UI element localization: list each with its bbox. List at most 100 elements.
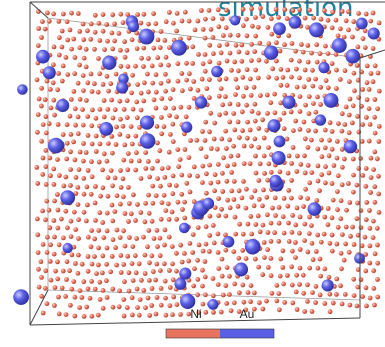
ni-atom: [269, 16, 274, 21]
ni-atom: [277, 221, 282, 226]
ni-atom: [266, 145, 271, 150]
ni-atom: [340, 9, 345, 14]
ni-atom: [216, 250, 221, 255]
ni-atom: [331, 198, 336, 203]
ni-atom: [203, 310, 208, 315]
ni-atom: [322, 8, 327, 13]
ni-atom: [89, 22, 94, 27]
ni-atom: [178, 312, 183, 317]
ni-atom: [307, 215, 312, 220]
ni-atom: [105, 295, 110, 300]
ni-atom: [225, 59, 230, 64]
ni-atom: [327, 171, 332, 176]
ni-atom: [360, 173, 365, 178]
ni-atom: [67, 268, 72, 273]
ni-atom: [303, 103, 308, 108]
ni-atom: [273, 110, 278, 115]
ni-atom: [352, 88, 357, 93]
ni-atom: [254, 171, 259, 176]
ni-atom: [376, 192, 381, 197]
ni-atom: [282, 7, 287, 12]
au-atom: [60, 190, 75, 205]
ni-atom: [175, 302, 180, 307]
ni-atom: [223, 94, 228, 99]
ni-atom: [236, 204, 241, 209]
au-atom: [273, 22, 286, 35]
ni-atom: [352, 71, 357, 76]
ni-atom: [71, 279, 76, 284]
ni-atom: [166, 165, 171, 170]
ni-atom: [343, 242, 348, 247]
ni-atom: [314, 249, 319, 254]
au-atom: [344, 140, 358, 154]
ni-atom: [139, 108, 144, 113]
ni-atom: [63, 175, 68, 180]
ni-atom: [69, 47, 74, 52]
ni-atom: [224, 146, 229, 151]
ni-atom: [73, 295, 78, 300]
ni-atom: [163, 106, 168, 111]
ni-atom: [65, 141, 70, 146]
ni-atom: [297, 59, 302, 64]
ni-atom: [196, 225, 201, 230]
ni-atom: [96, 313, 101, 318]
ni-atom: [155, 141, 160, 146]
ni-atom: [153, 21, 158, 26]
ni-atom: [61, 184, 66, 189]
legend-label: Au: [240, 307, 255, 321]
ni-atom: [100, 271, 105, 276]
ni-atom: [135, 82, 140, 87]
au-atom: [230, 15, 240, 25]
ni-atom: [106, 89, 111, 94]
ni-atom: [298, 195, 303, 200]
ni-atom: [85, 80, 90, 85]
ni-atom: [53, 285, 58, 290]
ni-atom: [184, 78, 189, 83]
ni-atom: [200, 77, 205, 82]
ni-atom: [82, 56, 87, 61]
ni-atom: [89, 244, 94, 249]
ni-atom: [94, 134, 99, 139]
ni-atom: [249, 232, 254, 237]
ni-atom: [65, 72, 70, 77]
ni-atom: [39, 35, 44, 40]
ni-atom: [261, 188, 266, 193]
ni-atom: [290, 249, 295, 254]
ni-atom: [264, 299, 269, 304]
ni-atom: [93, 287, 98, 292]
ni-atom: [216, 232, 221, 237]
ni-atom: [192, 266, 197, 271]
ni-atom: [57, 53, 62, 58]
ni-atom: [115, 193, 120, 198]
ni-atom: [294, 169, 299, 174]
ni-atom: [350, 35, 355, 40]
ni-atom: [100, 168, 105, 173]
ni-atom: [146, 159, 151, 164]
ni-atom: [302, 222, 307, 227]
ni-atom: [373, 251, 378, 256]
ni-atom: [269, 32, 274, 37]
ni-atom: [359, 208, 364, 213]
ni-atom: [294, 67, 299, 72]
ni-atom: [351, 157, 356, 162]
ni-atom: [298, 94, 303, 99]
ni-atom: [250, 109, 255, 114]
ni-atom: [150, 184, 155, 189]
ni-atom: [94, 116, 99, 121]
ni-atom: [119, 185, 124, 190]
ni-atom: [371, 46, 376, 51]
ni-atom: [48, 173, 53, 178]
ni-atom: [190, 61, 195, 66]
ni-atom: [150, 81, 155, 86]
ni-atom: [216, 196, 221, 201]
ni-atom: [159, 286, 164, 291]
ni-atom: [43, 286, 48, 291]
ni-atom: [217, 43, 222, 48]
ni-atom: [350, 121, 355, 126]
ni-atom: [121, 124, 126, 129]
ni-atom: [86, 286, 91, 291]
ni-atom: [92, 81, 97, 86]
ni-atom: [285, 273, 290, 278]
ni-atom: [266, 161, 271, 166]
ni-atom: [180, 207, 185, 212]
